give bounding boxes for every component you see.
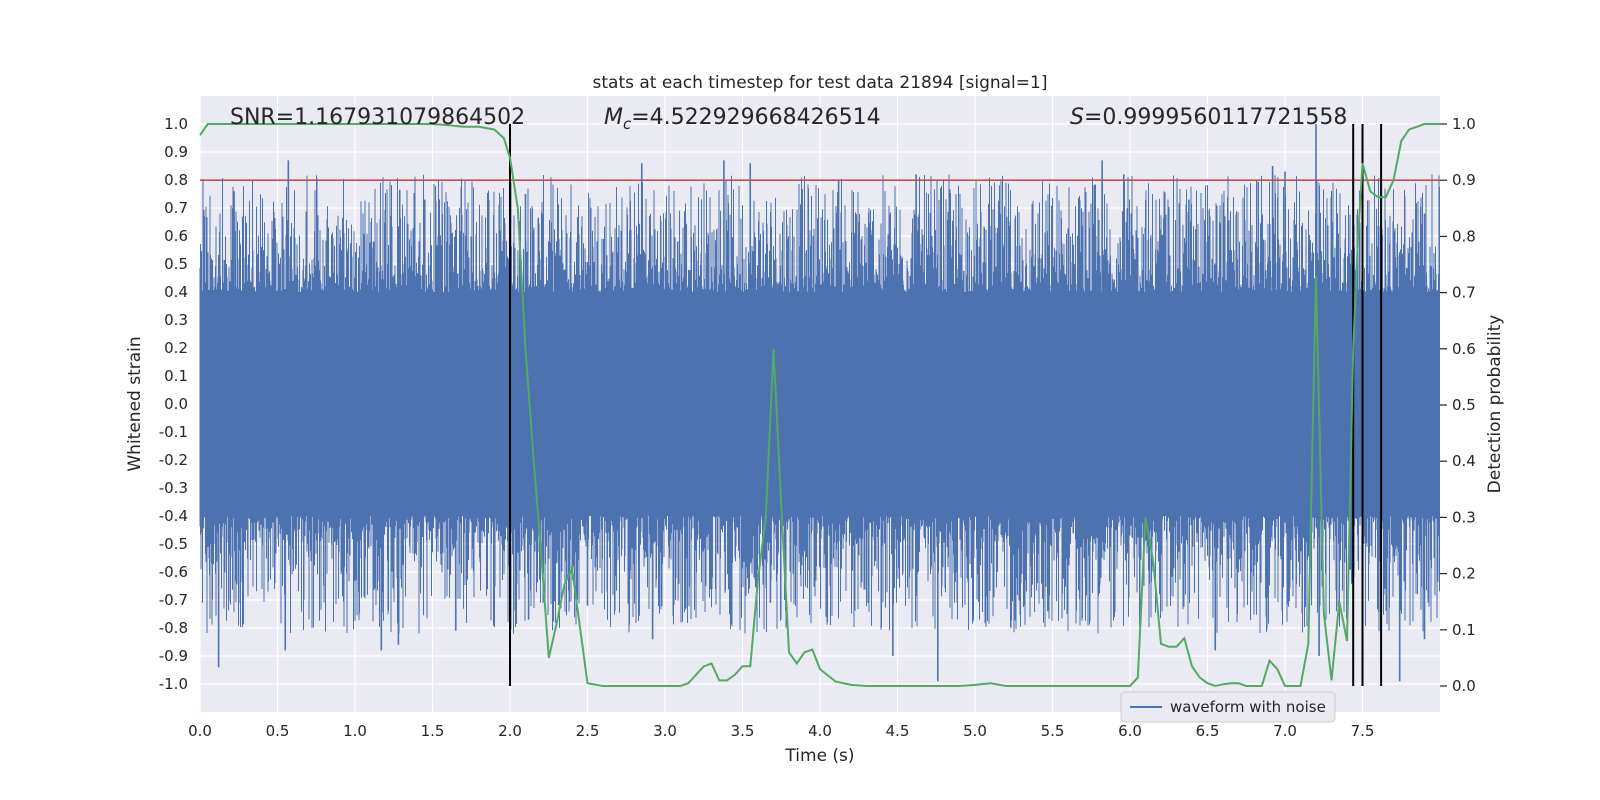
y-left-tick-label: 0.5 [164,255,188,273]
x-tick-label: 3.5 [731,722,755,740]
y-left-tick-label: 0.9 [164,143,188,161]
y-left-tick-label: -0.1 [159,423,188,441]
y-left-tick-label: 0.4 [164,283,188,301]
y-left-tick-label: 0.7 [164,199,188,217]
s-value: =0.9999560117721558 [1084,105,1347,130]
x-tick-label: 1.5 [421,722,445,740]
mc-subscript: c [623,115,632,133]
y-right-tick-label: 0.4 [1452,452,1476,470]
y-left-tick-label: -0.2 [159,451,188,469]
y-right-ticks: 1.0 0.9 0.8 0.7 0.6 0.5 0.4 0.3 0.2 0.1 0.0 [1440,115,1476,695]
y-left-ticks: 1.0 0.9 0.8 0.7 0.6 0.5 0.4 0.3 0.2 0.1 0.0 -0.1 -0.… [159,115,188,693]
y-right-tick-label: 0.5 [1452,396,1476,414]
y-right-tick-label: 1.0 [1452,115,1476,133]
probability-series [199,123,1440,688]
y-left-tick-label: -0.4 [159,507,188,525]
snr-annotation: SNR=1.167931079864502 [230,105,525,130]
y-right-tick-label: 0.3 [1452,508,1476,526]
x-tick-label: 2.0 [498,722,522,740]
y-left-tick-label: 1.0 [164,115,188,133]
legend-label: waveform with noise [1170,698,1326,716]
x-tick-label: 0.5 [266,722,290,740]
legend: waveform with noise [1120,691,1336,723]
mc-value: =4.522929668426514 [631,105,880,130]
s-symbol: S [1070,105,1084,130]
x-tick-label: 6.0 [1118,722,1142,740]
x-tick-label: 4.5 [886,722,910,740]
x-tick-label: 0.0 [188,722,212,740]
y-left-tick-label: -0.7 [159,591,188,609]
x-tick-label: 7.5 [1351,722,1375,740]
y-left-tick-label: 0.6 [164,227,188,245]
y-right-tick-label: 0.8 [1452,227,1476,245]
y-right-tick-label: 0.7 [1452,284,1476,302]
x-tick-label: 4.0 [808,722,832,740]
vertical-lines [509,124,1383,686]
y-left-tick-label: 0.0 [164,395,188,413]
y-left-tick-label: -1.0 [159,675,188,693]
y-left-axis-label: Whitened strain [125,336,145,471]
x-tick-label: 1.0 [343,722,367,740]
x-tick-label: 5.5 [1041,722,1065,740]
y-left-tick-label: -0.5 [159,535,188,553]
probability-line [199,123,1440,688]
mc-symbol: M [604,105,623,130]
y-right-tick-label: 0.6 [1452,340,1476,358]
y-right-tick-label: 0.9 [1452,171,1476,189]
x-tick-label: 3.0 [653,722,677,740]
y-left-tick-label: 0.8 [164,171,188,189]
x-axis-label: Time (s) [784,746,854,766]
y-right-tick-label: 0.0 [1452,677,1476,695]
y-left-tick-label: -0.9 [159,647,188,665]
waveform-trace [199,174,1440,634]
y-left-tick-label: 0.3 [164,311,188,329]
x-ticks: 0.0 0.5 1.0 1.5 2.0 2.5 3.0 3.5 4.0 4.5 5.0 5.5 6.0 6… [188,722,1374,740]
x-tick-label: 5.0 [963,722,987,740]
y-left-tick-label: 0.1 [164,367,188,385]
y-left-tick-label: -0.6 [159,563,188,581]
waveform-series [199,124,1440,682]
y-right-axis-label: Detection probability [1485,315,1505,494]
x-tick-label: 7.0 [1273,722,1297,740]
y-left-tick-label: -0.3 [159,479,188,497]
y-right-tick-label: 0.2 [1452,565,1476,583]
y-right-tick-label: 0.1 [1452,621,1476,639]
x-tick-label: 6.5 [1196,722,1220,740]
legend-box [1120,691,1336,723]
x-tick-label: 2.5 [576,722,600,740]
y-left-tick-label: -0.8 [159,619,188,637]
mc-annotation: Mc=4.522929668426514 [604,105,881,133]
chart-title: stats at each timestep for test data 218… [593,73,1048,93]
s-annotation: S=0.9999560117721558 [1070,105,1347,130]
y-left-tick-label: 0.2 [164,339,188,357]
